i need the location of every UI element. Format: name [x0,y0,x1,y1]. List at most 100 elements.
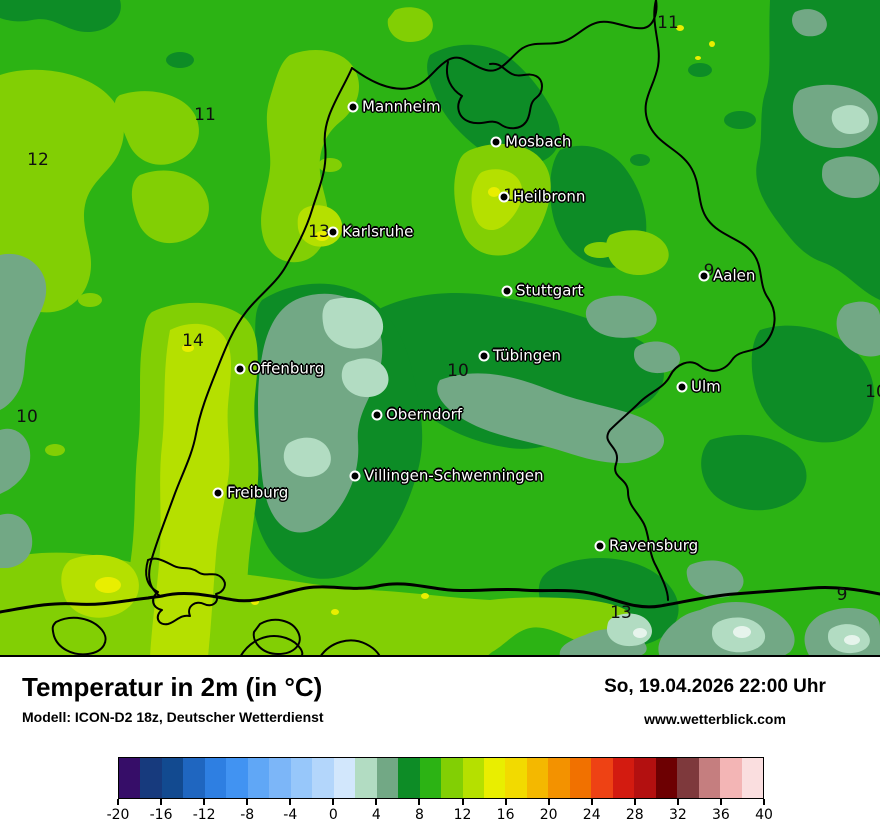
border-bavaria [606,0,776,601]
colorbar-cell [161,758,184,798]
region-yg-left-top [0,69,124,313]
colorbar-cell [355,758,377,798]
pale-spot [633,628,647,638]
yellow-spot [488,187,500,197]
colorbar-tick [246,799,249,805]
region-dark-northeast [756,0,880,300]
colorbar-tick [375,799,378,805]
region-yg-top-mid [387,7,433,43]
colorbar-tick-label: 32 [668,807,687,823]
colorbar-tick [332,799,335,805]
colorbar-cell [526,758,549,798]
yellow-spot [315,231,329,241]
yg-speck [584,242,616,258]
border-rhine-france [148,67,353,597]
map-frame-bottom [0,655,880,657]
region-mint-ne [831,105,870,134]
colorbar-tick [418,799,421,805]
colorbar-tick-label: -20 [106,807,130,823]
colorbar-cell [183,758,205,798]
region-sage-vosges1 [0,253,47,410]
colorbar-tick [547,799,550,805]
colorbar-cell [140,758,162,798]
border-swiss-west [0,594,164,614]
colorbar-tick [676,799,679,805]
colorbar-tick-label: 24 [582,807,601,823]
border-swiss-loop3 [239,635,304,657]
map-footer: Temperatur in 2m (in °C) Modell: ICON-D2… [0,657,880,830]
colorbar-tick-label: 28 [625,807,644,823]
region-yg-stuttgart-east [606,230,669,276]
colorbar-cell [548,758,570,798]
yellow-spot [695,56,701,60]
colorbar-cell [226,758,248,798]
colorbar-cell [677,758,699,798]
colorbar-tick [719,799,722,805]
dark-speck [166,52,194,68]
region-lyg-heilbronn [471,169,523,231]
border-heidelberg-loop [446,61,543,130]
border-basel-knot [145,557,226,626]
colorbar-tick [590,799,593,805]
colorbar-tick-label: -8 [240,807,255,823]
yg-speck [45,444,65,456]
yellow-spot [421,593,429,599]
colorbar-cell [741,758,764,798]
colorbar-cell [419,758,442,798]
region-mint-bf2 [341,358,389,398]
colorbar-tick-axis: -20 -16 -12 -8 -4 0 4 8 12 16 20 24 28 32 36 40 [107,799,773,829]
colorbar-tick [289,799,292,805]
colorbar-cell [634,758,656,798]
colorbar-cell [505,758,527,798]
colorbar-tick-label: -12 [192,807,216,823]
colorbar-cell [247,758,270,798]
colorbar-cell [591,758,613,798]
colorbar-tick [763,799,765,805]
temperature-colorbar [118,757,764,799]
colorbar-tick-label: 16 [496,807,515,823]
border-swiss-loop2 [252,618,301,655]
country-borders [0,0,880,657]
website-url: www.wetterblick.com [644,711,786,727]
region-dark-topleft [0,0,121,32]
yg-speck [78,293,102,307]
colorbar-tick-label: 40 [755,807,773,823]
region-dark-mid-east [701,434,807,511]
colorbar-cell [290,758,313,798]
colorbar-tick-label: 4 [371,807,381,823]
colorbar-tick [117,799,119,805]
yellow-spot [709,41,715,47]
region-sage-vosges3 [0,513,33,568]
colorbar-tick-label: 36 [712,807,730,823]
page-title: Temperatur in 2m (in °C) [22,672,323,702]
region-yg-left-top2 [114,91,199,165]
yellow-spot [331,609,339,615]
colorbar-cell [483,758,506,798]
region-sage-ulm-north [634,341,680,374]
colorbar-cell [333,758,356,798]
pale-spot [844,635,860,645]
forecast-datetime: So, 19.04.2026 22:00 Uhr [604,676,826,697]
colorbar-tick [504,799,507,805]
pale-spot [733,626,751,638]
region-sage-ne2 [822,156,880,198]
colorbar-tick-label: -16 [149,807,173,823]
yellow-spot [182,344,194,352]
border-north-hessen [351,0,658,90]
colorbar-tick [203,799,206,805]
region-mint-bf1 [322,297,384,349]
colorbar-tick-label: 0 [328,807,338,823]
region-sage-alps4 [686,560,744,598]
border-swiss-austrian [160,582,880,609]
region-mint-bf3 [283,437,331,477]
dark-speck [630,154,650,166]
temperature-map: 1111121313914101010913 MannheimMosbachHe… [0,0,880,657]
region-yg-left-top3 [131,170,209,244]
colorbar-cell [655,758,678,798]
region-sage-ne3 [792,9,827,37]
colorbar-tick-label: -4 [283,807,298,823]
colorbar-cell [720,758,742,798]
colorbar-cell [462,758,484,798]
colorbar-cell [441,758,463,798]
